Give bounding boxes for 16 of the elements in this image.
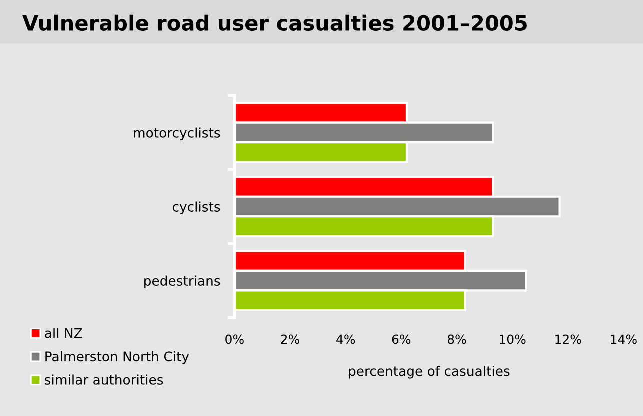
- y-tick-label: pedestrians: [144, 276, 220, 289]
- x-tick-label: 4%: [336, 334, 356, 344]
- x-tick-label: 8%: [448, 334, 466, 344]
- x-tick-label: 0%: [226, 334, 244, 344]
- x-tick-label: 14%: [611, 334, 637, 344]
- legend-label: similar authorities: [45, 374, 164, 385]
- x-tick-label: 10%: [500, 334, 526, 344]
- legend-label: Palmerston North City: [46, 351, 190, 364]
- x-tick-label: 6%: [392, 334, 411, 344]
- x-tick-label: 2%: [281, 334, 300, 344]
- chart-title: Vulnerable road user casualties 2001–2005: [22, 14, 527, 32]
- legend-label: all NZ: [45, 328, 82, 338]
- y-tick-label: cyclists: [172, 202, 220, 215]
- y-tick-label: motorcyclists: [134, 128, 220, 140]
- x-axis-title: percentage of casualties: [349, 366, 510, 379]
- x-tick-label: 12%: [556, 334, 582, 344]
